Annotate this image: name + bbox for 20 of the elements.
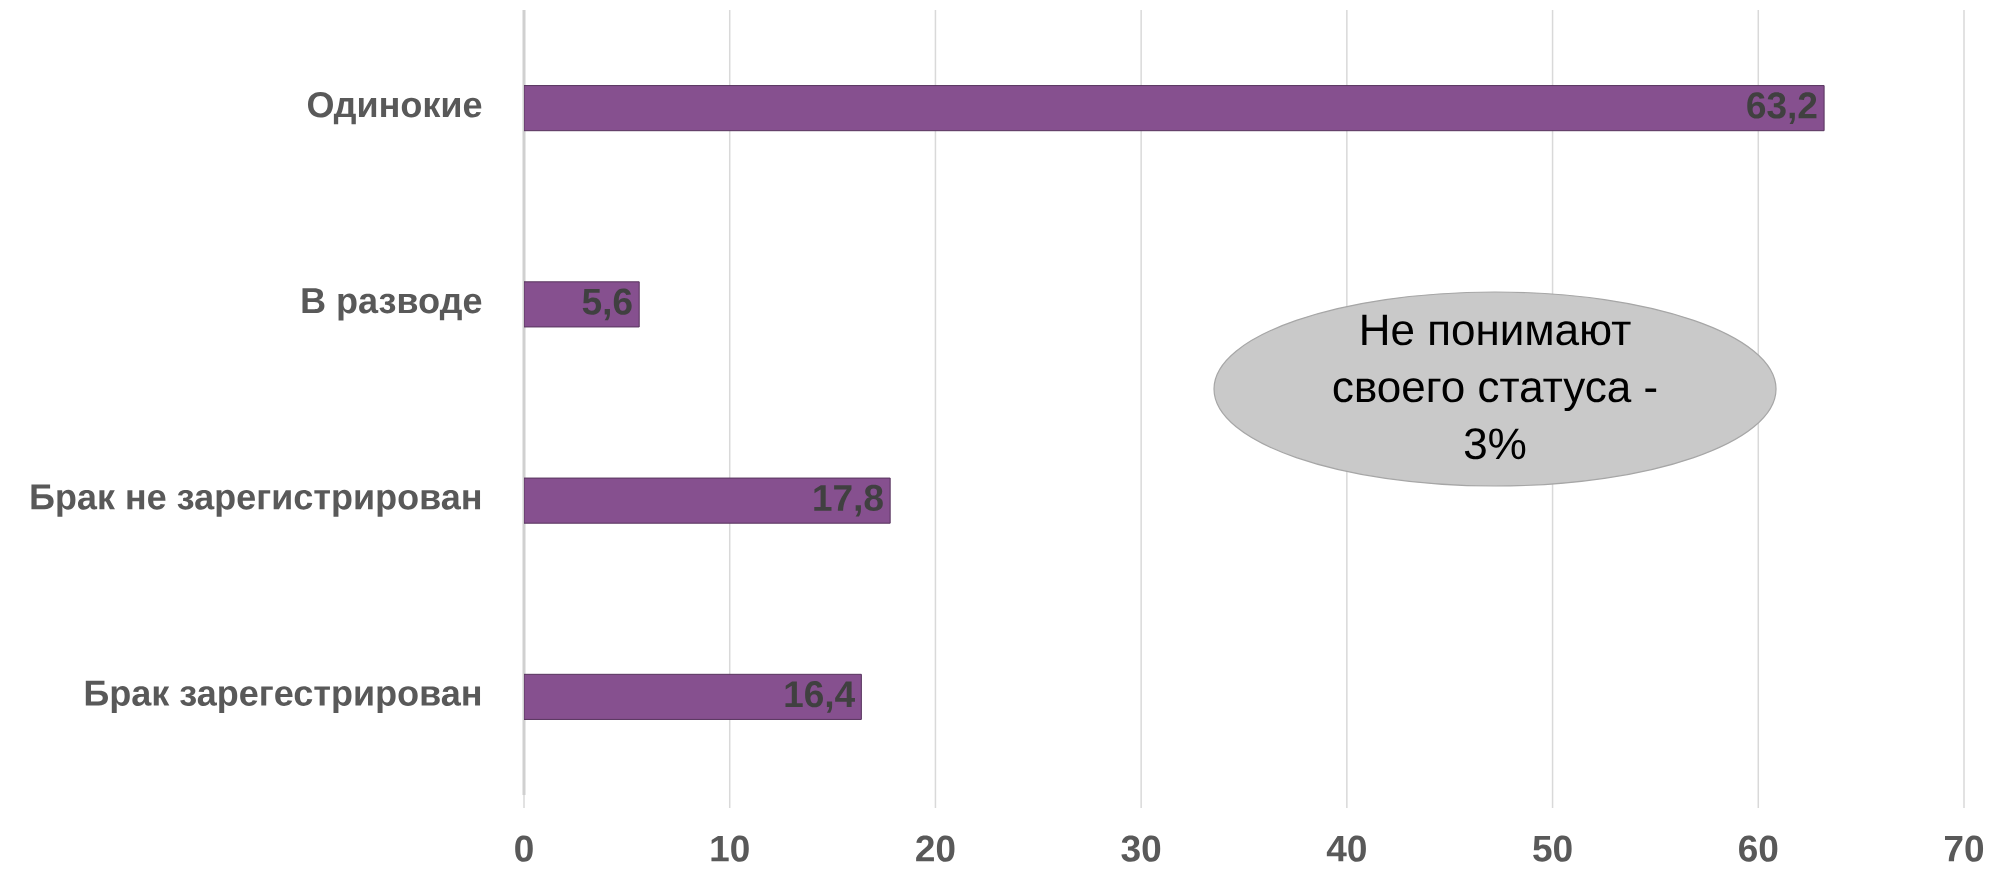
x-tick-label: 40 [1326,835,1366,862]
bar [524,477,891,524]
bar [524,673,862,720]
data-label: 63,2 [1747,92,1817,124]
x-tick-label: 20 [916,835,955,862]
x-tick-label: 10 [711,835,749,862]
x-tick-label: 70 [1945,835,1984,862]
x-tick-label: 0 [515,835,533,862]
y-tick-label: В разводе [302,288,482,321]
y-tick-label: Брак зарегестрирован [85,680,481,713]
x-tick-label: 60 [1739,835,1778,862]
y-tick-label: Брак не зарегистрирован [31,484,481,517]
annotation: Не понимают своего статуса - 3% [1333,314,1657,460]
data-label: 17,8 [814,484,883,517]
y-tick-label: Одинокие [307,91,482,125]
data-label: 16,4 [785,681,855,713]
x-tick-label: 30 [1121,835,1161,862]
data-label: 5,6 [582,288,632,321]
bar [524,85,1825,132]
x-tick-label: 50 [1533,835,1572,862]
